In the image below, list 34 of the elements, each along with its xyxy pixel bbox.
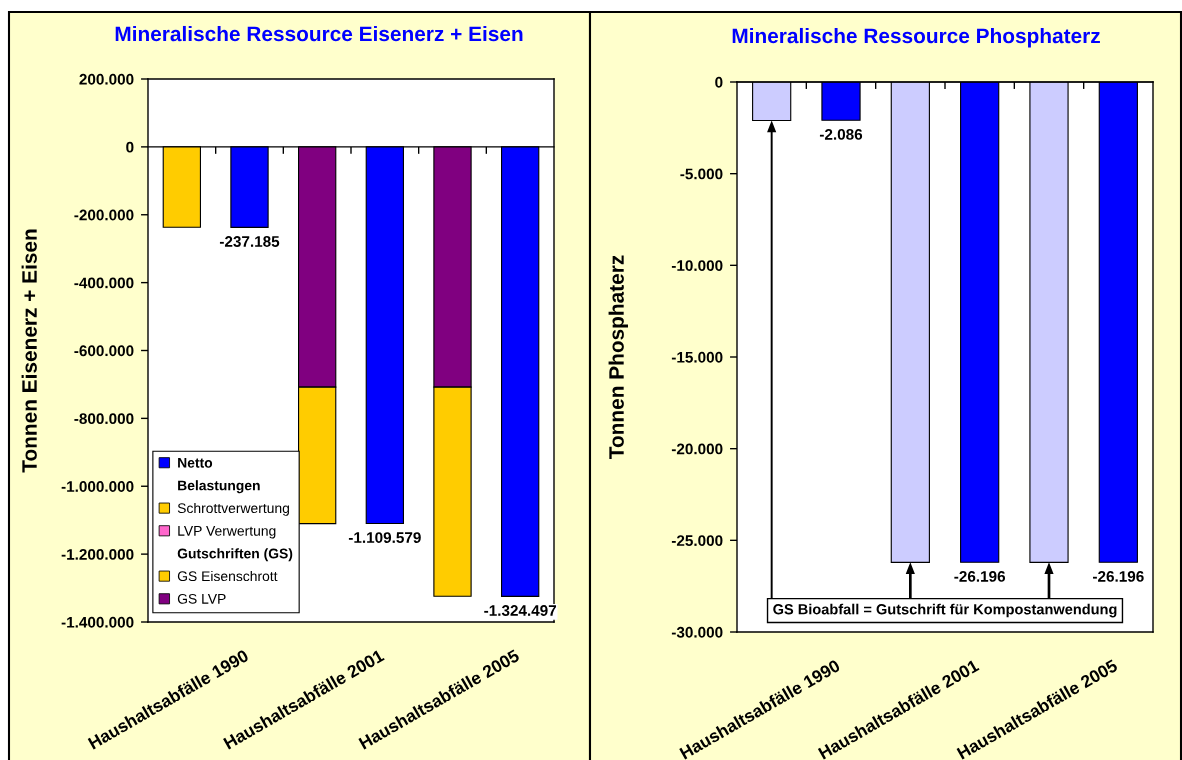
- y-tick-label: -10.000: [671, 260, 723, 272]
- y-tick-label: -1.400.000: [61, 616, 134, 628]
- y-tick-label: 0: [126, 141, 134, 153]
- legend-label: GS Eisenschrott: [177, 570, 278, 582]
- y-tick-label: -200.000: [74, 209, 134, 221]
- chart-title: Mineralische Ressource Phosphaterz: [732, 27, 1100, 48]
- y-tick-label: -600.000: [74, 345, 134, 357]
- data-label: -1.109.579: [348, 532, 421, 543]
- y-tick-label: -15.000: [671, 351, 723, 363]
- y-tick-label: -30.000: [671, 626, 723, 638]
- legend-label: GS LVP: [177, 593, 226, 604]
- legend-label: LVP Verwertung: [178, 526, 276, 539]
- y-tick-label: -5.000: [680, 168, 723, 180]
- data-label: -1.324.497: [484, 605, 557, 616]
- y-tick-label: -400.000: [74, 277, 134, 289]
- y-tick-label: 200.000: [79, 73, 134, 85]
- y-axis-title: Tonnen Eisenerz + Eisen: [21, 229, 37, 473]
- data-label: -2.086: [819, 128, 863, 140]
- annotation: GS Bioabfall = Gutschrift für Kompostanwendung: [773, 603, 1117, 618]
- data-label: -237.185: [219, 236, 280, 247]
- y-tick-label: -20.000: [671, 443, 723, 455]
- y-tick-label: -1.200.000: [61, 548, 134, 560]
- data-label: -26.196: [954, 571, 1006, 582]
- legend-label: Netto: [178, 458, 213, 468]
- y-tick-label: 0: [715, 76, 723, 88]
- data-label: -26.196: [1093, 571, 1144, 582]
- legend-label: Schrottverwertung: [177, 502, 289, 516]
- text: Belastungen: [178, 480, 260, 494]
- text: Gutschriften (GS): [177, 548, 293, 562]
- chart-title: Mineralische Ressource Eisenerz + Eisen: [115, 25, 523, 42]
- y-tick-label: -25.000: [671, 535, 723, 547]
- y-tick-label: -800.000: [74, 413, 134, 425]
- y-tick-label: -1.000.000: [61, 481, 134, 492]
- y-axis-title: Tonnen Phosphaterz: [608, 255, 628, 459]
